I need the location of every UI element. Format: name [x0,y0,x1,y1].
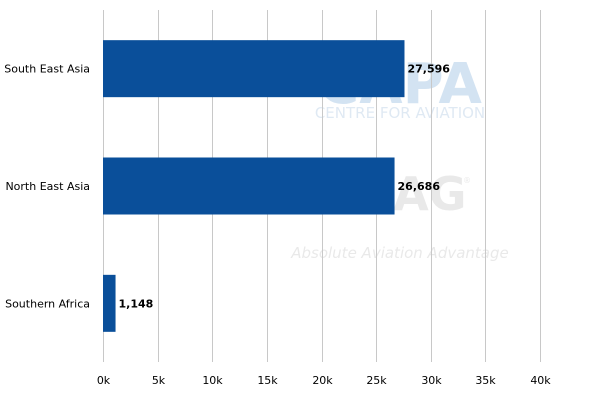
bar [103,40,405,98]
x-tick-label: 30k [421,374,442,387]
x-tick-label: 20k [312,374,333,387]
value-labels: 27,596 26,686 1,148 [119,63,451,311]
category-label: South East Asia [4,63,90,76]
bar [103,157,395,215]
bar-value-label: 27,596 [407,63,450,76]
x-tick-label: 0k [97,374,111,387]
x-tick-label: 5k [152,374,166,387]
x-tick-label: 40k [530,374,551,387]
x-tick-label: 10k [202,374,223,387]
category-label: North East Asia [5,180,90,193]
bar-value-label: 1,148 [119,297,154,310]
bars [103,40,405,332]
watermark-centre-for-aviation: CENTRE FOR AVIATION [315,104,485,122]
x-tick-label: 15k [257,374,278,387]
watermark-tagline: Absolute Aviation Advantage [290,244,509,262]
x-tick-label: 25k [366,374,387,387]
watermark-registered-mark: ® [463,176,471,185]
bar-value-label: 26,686 [398,180,441,193]
category-label: Southern Africa [5,297,90,310]
category-labels: South East Asia North East Asia Southern A… [4,63,90,311]
x-axis-ticks: 0k 5k 10k 15k 20k 25k 30k 35k 40k [97,374,551,387]
x-tick-label: 35k [475,374,496,387]
bar [103,274,116,332]
